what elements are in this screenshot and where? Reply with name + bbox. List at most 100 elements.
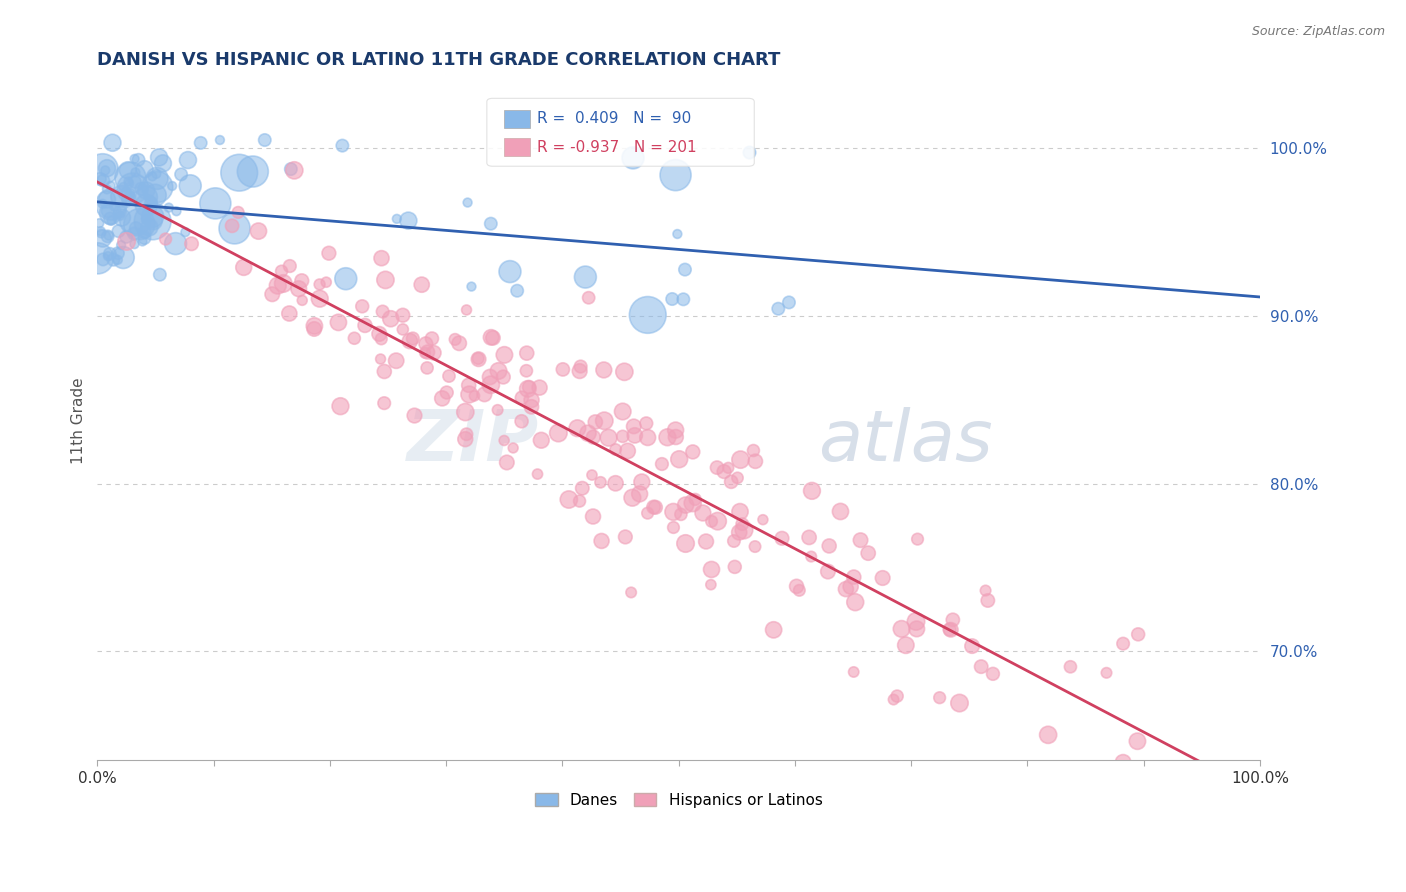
Point xyxy=(107,224,129,238)
Point xyxy=(547,425,569,440)
Point xyxy=(115,230,138,244)
Point xyxy=(578,291,600,305)
Point xyxy=(247,224,270,238)
Point xyxy=(385,353,408,368)
Point xyxy=(444,332,467,346)
Point xyxy=(456,302,478,317)
Point xyxy=(692,506,714,520)
Point xyxy=(120,190,142,204)
Point xyxy=(287,282,309,296)
Point xyxy=(742,443,765,458)
Point xyxy=(768,301,790,316)
Point xyxy=(520,400,543,414)
Point xyxy=(108,209,131,223)
Point xyxy=(668,452,690,467)
Point xyxy=(628,487,651,501)
Point xyxy=(730,452,752,467)
Point xyxy=(329,399,352,413)
Point xyxy=(125,221,148,235)
Point xyxy=(977,593,1000,607)
Point xyxy=(830,504,852,518)
Point xyxy=(208,133,231,147)
Point xyxy=(291,293,314,308)
Point xyxy=(449,336,471,351)
Point xyxy=(928,690,950,705)
Point xyxy=(494,348,516,362)
Point xyxy=(142,210,165,224)
Point xyxy=(115,185,138,199)
Point xyxy=(124,175,146,189)
Point xyxy=(849,533,872,548)
Point xyxy=(148,150,170,164)
Point xyxy=(112,180,135,194)
Point xyxy=(160,178,183,193)
Point xyxy=(135,212,157,227)
Point xyxy=(110,238,132,252)
Point xyxy=(121,181,143,195)
Point xyxy=(479,377,502,392)
Point xyxy=(499,264,522,278)
Point xyxy=(111,189,134,203)
Point xyxy=(423,345,446,359)
Point xyxy=(474,387,496,401)
Point xyxy=(371,304,394,318)
Point xyxy=(415,336,437,351)
Point xyxy=(672,293,695,307)
Point xyxy=(1112,756,1135,770)
Point xyxy=(96,161,118,176)
Point xyxy=(510,414,533,428)
Point xyxy=(478,370,501,384)
Point xyxy=(416,345,439,359)
Point xyxy=(436,385,458,400)
Point xyxy=(591,533,613,548)
Point xyxy=(90,224,112,238)
Point xyxy=(817,565,839,579)
Point xyxy=(124,165,146,179)
Point xyxy=(844,595,866,609)
Point xyxy=(270,264,292,278)
Point xyxy=(526,467,548,481)
Point xyxy=(713,465,735,479)
Point xyxy=(529,381,551,395)
Point xyxy=(583,415,606,429)
Point xyxy=(728,505,751,519)
Point xyxy=(291,274,314,288)
Point xyxy=(482,331,505,345)
Point xyxy=(479,217,502,231)
Point xyxy=(392,322,415,336)
Point xyxy=(636,417,658,431)
Point xyxy=(120,186,142,200)
Point xyxy=(328,315,350,329)
Point xyxy=(100,197,122,211)
Point xyxy=(93,173,115,187)
Point xyxy=(374,273,396,287)
Point xyxy=(373,364,395,378)
Point xyxy=(842,665,865,679)
Point xyxy=(224,221,246,235)
Point xyxy=(437,369,460,384)
Point xyxy=(143,188,166,202)
Point xyxy=(152,156,174,170)
Point xyxy=(778,295,800,310)
Point xyxy=(744,540,766,554)
Point xyxy=(120,188,142,202)
Point xyxy=(495,455,517,469)
FancyBboxPatch shape xyxy=(505,138,530,156)
Point xyxy=(190,136,212,150)
Point xyxy=(170,168,193,182)
Point xyxy=(463,389,485,403)
Point xyxy=(134,231,156,245)
Point xyxy=(720,475,742,489)
Text: Source: ZipAtlas.com: Source: ZipAtlas.com xyxy=(1251,25,1385,38)
Point xyxy=(134,162,156,177)
Point xyxy=(605,442,627,457)
Point xyxy=(232,260,254,275)
Point xyxy=(733,523,755,537)
Point xyxy=(662,505,685,519)
Point xyxy=(454,405,477,419)
Point xyxy=(221,219,243,233)
Point xyxy=(886,689,908,703)
Point xyxy=(138,220,160,235)
Text: R =  0.409   N =  90: R = 0.409 N = 90 xyxy=(537,112,692,126)
Point xyxy=(117,174,139,188)
